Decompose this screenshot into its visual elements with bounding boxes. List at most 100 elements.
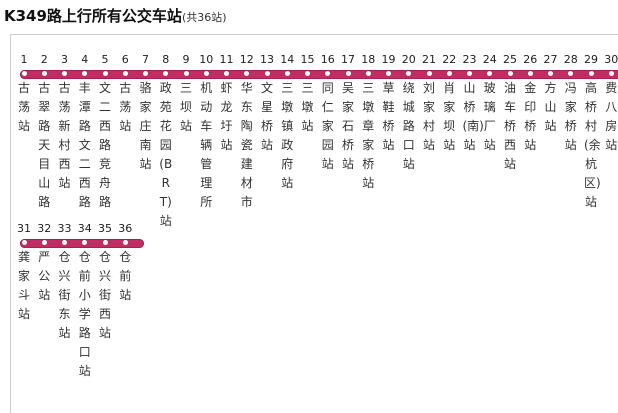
stop-name[interactable]: 玻璃厂站: [483, 81, 496, 152]
stop-item[interactable]: 33 仓兴街东站: [55, 222, 75, 343]
stop-dot-icon: [406, 71, 412, 76]
stop-item[interactable]: 7 骆家庄南站: [136, 53, 156, 174]
stop-dot-icon: [62, 71, 67, 76]
stop-name[interactable]: 刘家村站: [422, 81, 435, 152]
stop-number: 28: [563, 53, 578, 66]
stop-item[interactable]: 24 玻璃厂站: [480, 53, 500, 155]
stop-name[interactable]: 机动车辆管理所: [200, 81, 213, 209]
stop-dot-icon: [82, 240, 88, 245]
stop-name[interactable]: 骆家庄南站: [139, 81, 152, 171]
stop-name[interactable]: 同仁家园站: [321, 81, 334, 171]
stop-number: 12: [239, 53, 254, 66]
stop-name[interactable]: 油车桥西站: [503, 81, 516, 171]
stop-item[interactable]: 5 文二西路竞舟路: [95, 53, 115, 212]
stop-number: 7: [142, 53, 149, 66]
stop-name[interactable]: 吴家石桥站: [341, 81, 354, 171]
stop-item[interactable]: 27 方山站: [541, 53, 561, 136]
stop-number: 6: [121, 53, 129, 66]
stop-item[interactable]: 1 古荡站: [14, 53, 34, 136]
stop-number: 33: [57, 222, 72, 235]
stop-item[interactable]: 31 龚家斗站: [14, 222, 34, 324]
stop-item[interactable]: 30 费八房站: [601, 53, 618, 155]
stop-name[interactable]: 冯家桥站: [564, 81, 577, 152]
stop-name[interactable]: 金印桥站: [524, 81, 537, 152]
stop-item[interactable]: 15 三墩站: [298, 53, 318, 136]
stop-number: 34: [77, 222, 92, 235]
stop-name[interactable]: 仓兴街西站: [98, 250, 111, 340]
stop-item[interactable]: 2 古翠路天目山路: [34, 53, 54, 212]
stop-name[interactable]: 严公站: [38, 250, 51, 302]
stop-name[interactable]: 绕城路口站: [402, 81, 415, 171]
stop-count: (共36站): [181, 11, 227, 24]
stop-item[interactable]: 23 山桥(南)站: [460, 53, 484, 155]
stop-item[interactable]: 25 油车桥西站: [500, 53, 520, 174]
stop-item[interactable]: 16 同仁家园站: [318, 53, 338, 174]
stop-name[interactable]: 仓前站: [119, 250, 132, 302]
stop-dot-icon: [608, 71, 614, 76]
stop-item[interactable]: 3 古荡新村西站: [55, 53, 75, 193]
stop-name[interactable]: 草鞋桥站: [382, 81, 395, 152]
stop-name[interactable]: 古荡新村西站: [58, 81, 71, 190]
stop-item[interactable]: 6 古荡站: [115, 53, 135, 136]
stop-number: 23: [462, 53, 477, 66]
stop-number: 36: [118, 222, 133, 235]
stop-name[interactable]: 古荡站: [119, 81, 132, 133]
stop-dot-icon: [446, 71, 452, 76]
stop-number: 24: [482, 53, 497, 66]
stop-name[interactable]: 肖家坝站: [443, 81, 456, 152]
stop-name[interactable]: 三坝站: [179, 81, 192, 133]
stop-name[interactable]: 文星桥站: [260, 81, 273, 152]
stop-item[interactable]: 21 刘家村站: [419, 53, 439, 155]
stop-name[interactable]: 文二西路竞舟路: [98, 81, 111, 209]
stop-item[interactable]: 19 草鞋桥站: [379, 53, 399, 155]
stop-name[interactable]: 古翠路天目山路: [38, 81, 51, 209]
stop-number: 32: [37, 222, 52, 235]
stop-name[interactable]: 方山站: [544, 81, 557, 133]
stop-name[interactable]: 丰潭路文二西路: [78, 81, 91, 209]
stop-item[interactable]: 12 华东陶瓷建材市: [237, 53, 257, 212]
stop-name[interactable]: 三墩镇政府站: [281, 81, 294, 190]
stop-item[interactable]: 11 虾龙圩站: [217, 53, 237, 155]
stop-number: 17: [341, 53, 355, 66]
stop-dot-icon: [203, 71, 209, 76]
stop-dot-icon: [386, 71, 391, 76]
stop-name[interactable]: 费八房站: [605, 81, 618, 152]
stop-item[interactable]: 26 金印桥站: [520, 53, 540, 155]
stop-dot-icon: [487, 71, 493, 76]
stop-name[interactable]: 仓前小学路口站: [78, 250, 91, 378]
stop-item[interactable]: 36 仓前站: [115, 222, 135, 305]
stop-item[interactable]: 20 绕城路口站: [399, 53, 419, 174]
stop-item[interactable]: 17 吴家石桥站: [338, 53, 358, 174]
stop-item[interactable]: 8 政苑花园(BRT)站: [156, 53, 176, 231]
stop-item[interactable]: 9 三坝站: [176, 53, 196, 136]
stop-name[interactable]: 华东陶瓷建材市: [240, 81, 253, 209]
stop-item[interactable]: 34 仓前小学路口站: [75, 222, 95, 381]
stop-number: 1: [20, 53, 28, 66]
stop-name[interactable]: 龚家斗站: [17, 250, 30, 321]
stop-name[interactable]: 仓兴街东站: [58, 250, 71, 340]
stop-name[interactable]: 虾龙圩站: [220, 81, 233, 152]
stop-dot-icon: [41, 71, 47, 76]
stop-name[interactable]: 山桥(南)站: [462, 81, 484, 152]
stop-number: 10: [199, 53, 214, 66]
stop-item[interactable]: 28 冯家桥站: [561, 53, 581, 155]
stop-item[interactable]: 14 三墩镇政府站: [277, 53, 297, 193]
stop-item[interactable]: 13 文星桥站: [257, 53, 277, 155]
stop-item[interactable]: 32 严公站: [34, 222, 54, 305]
stop-name[interactable]: 政苑花园(BRT)站: [159, 81, 173, 228]
stop-item[interactable]: 10 机动车辆管理所: [196, 53, 216, 212]
stop-name[interactable]: 高桥村(余杭区)站: [584, 81, 601, 209]
stop-number: 26: [523, 53, 538, 66]
stop-item[interactable]: 18 三墩章家桥站: [358, 53, 378, 193]
stop-name[interactable]: 古荡站: [17, 81, 30, 133]
stop-item[interactable]: 22 肖家坝站: [439, 53, 459, 155]
stop-number: 16: [320, 53, 335, 66]
stop-item[interactable]: 4 丰潭路文二西路: [75, 53, 95, 212]
stop-name[interactable]: 三墩章家桥站: [362, 81, 375, 190]
stop-number: 19: [381, 53, 396, 66]
stop-number: 8: [162, 53, 170, 66]
stop-name[interactable]: 三墩站: [301, 81, 314, 133]
stop-item[interactable]: 29 高桥村(余杭区)站: [581, 53, 601, 212]
stop-item[interactable]: 35 仓兴街西站: [95, 222, 115, 343]
stop-dot-icon: [325, 71, 331, 76]
